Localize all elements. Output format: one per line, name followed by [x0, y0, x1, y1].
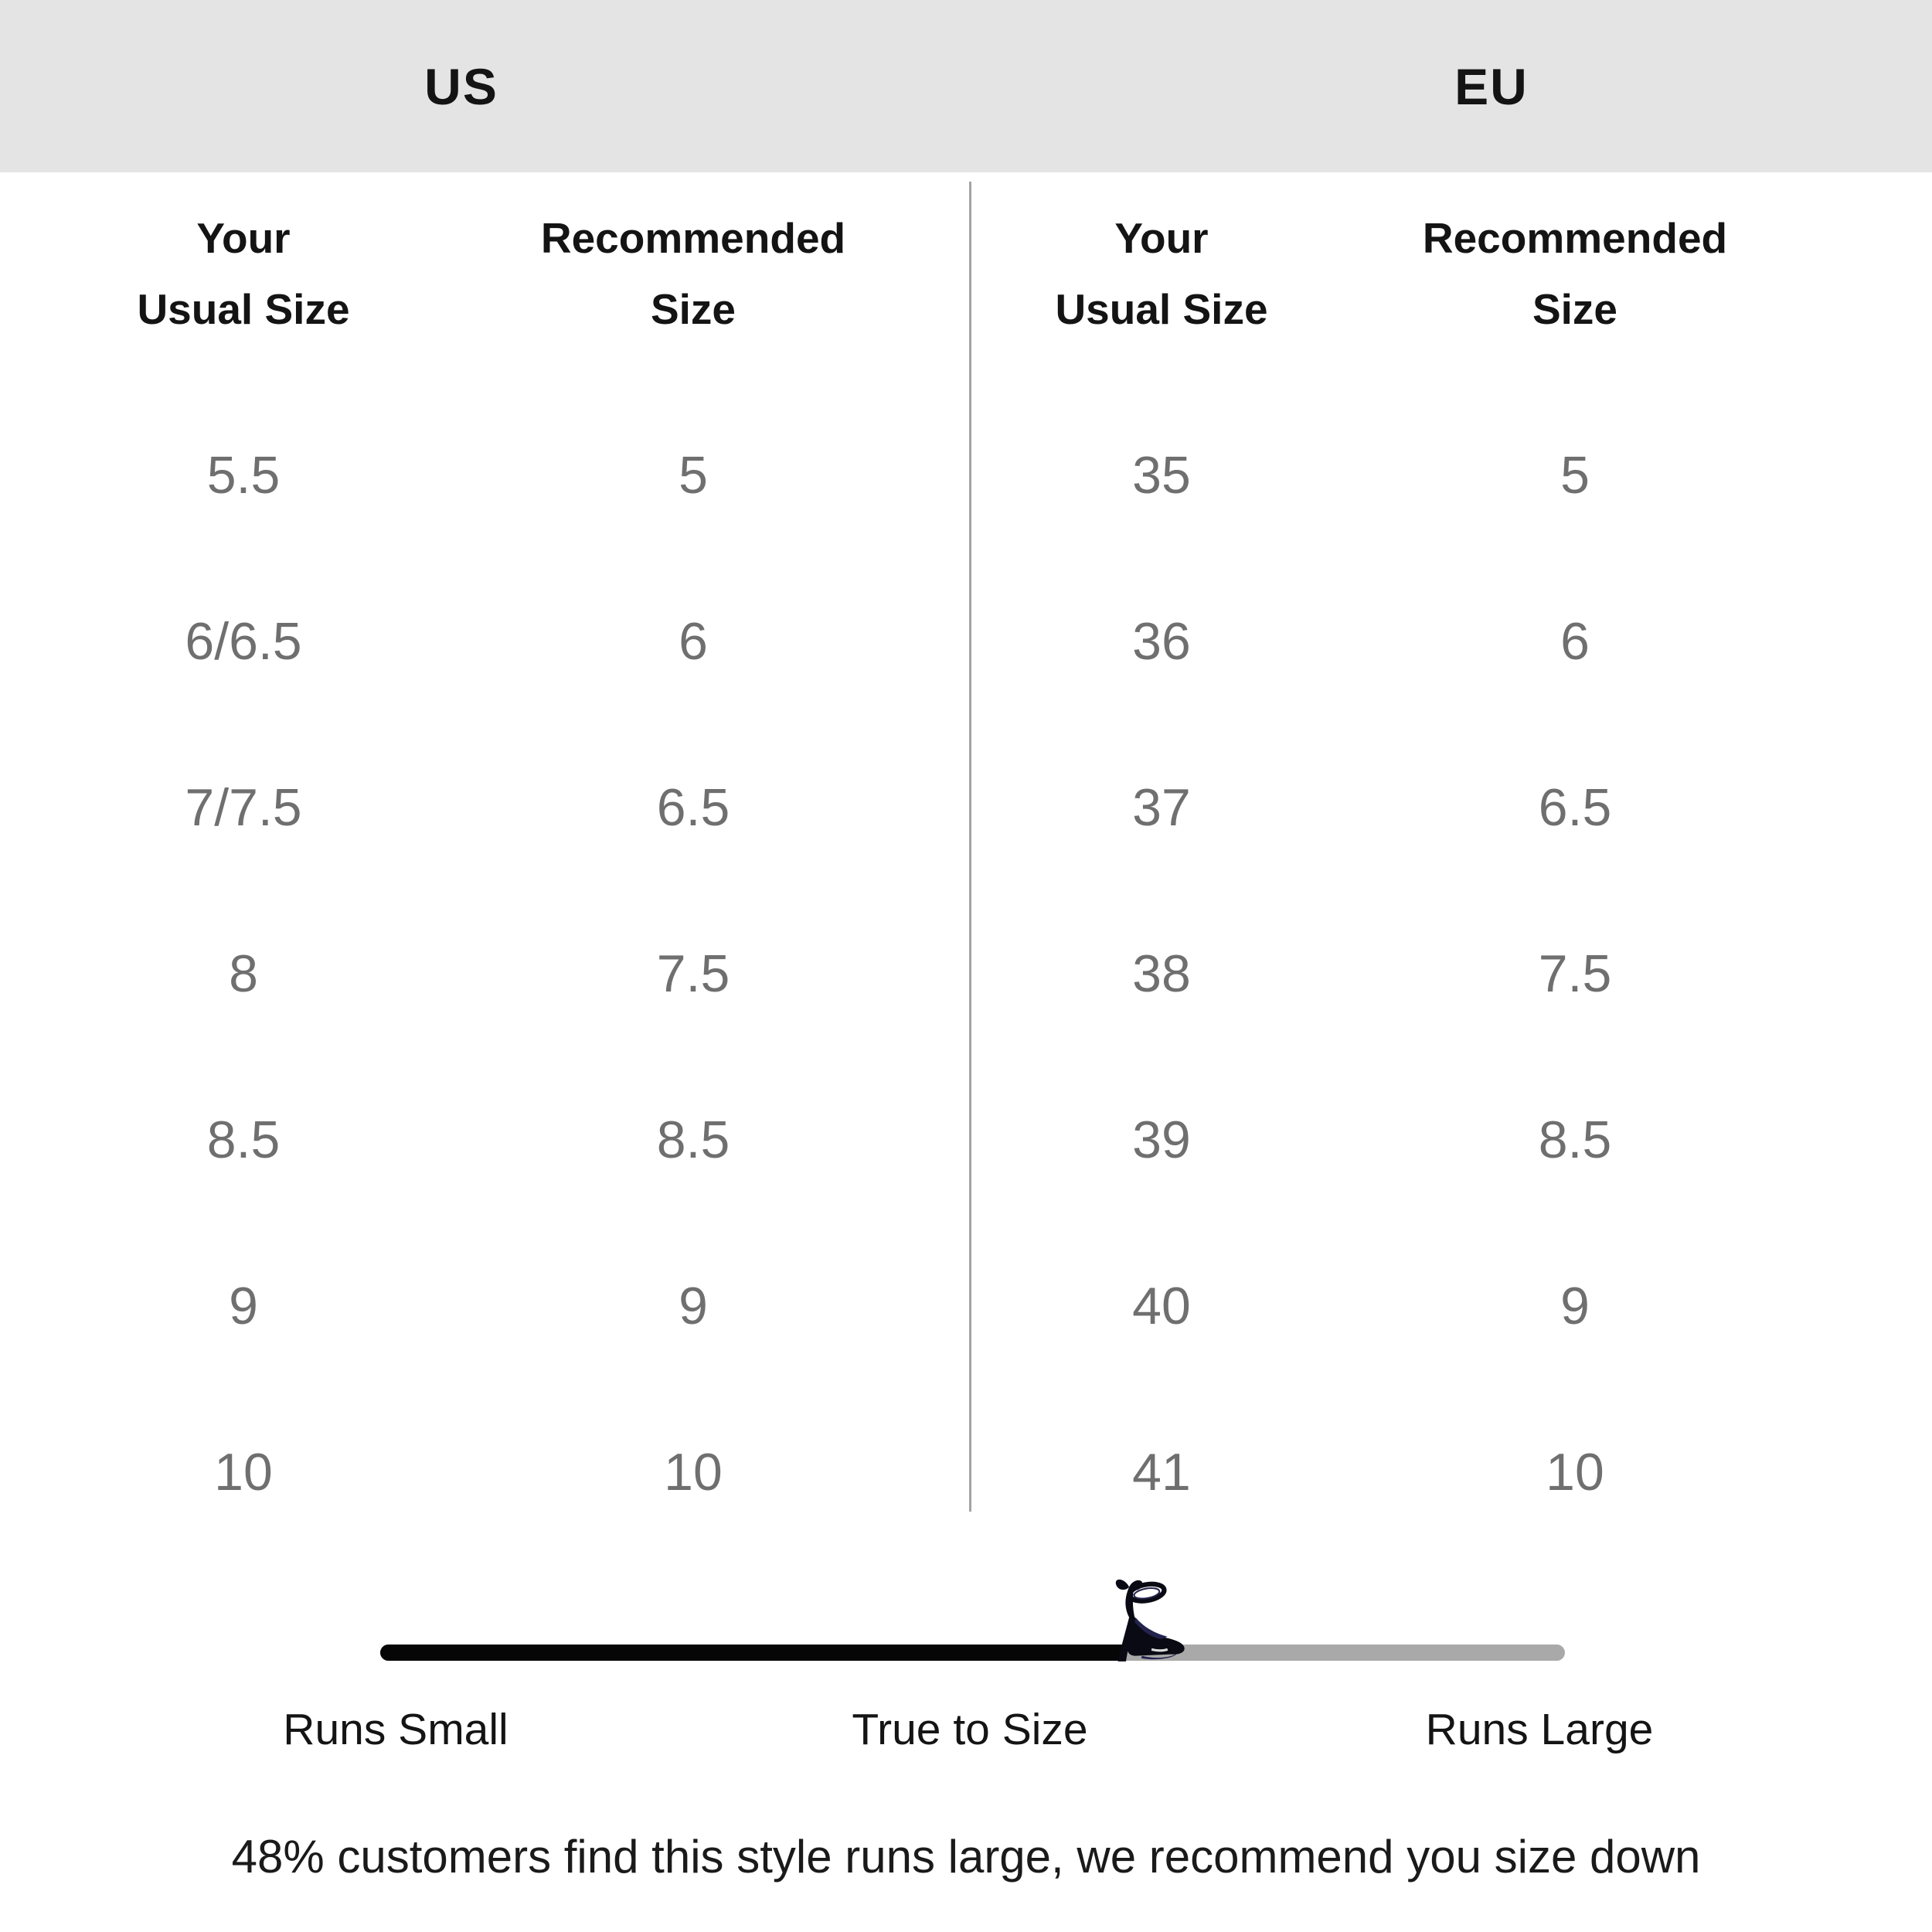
eu-usual-size-header-line2: Usual Size: [1055, 285, 1268, 333]
eu-recommended-size-value: 8.5: [1538, 1110, 1612, 1169]
runs-large-label: Runs Large: [1425, 1705, 1654, 1754]
us-recommended-size-value: 10: [664, 1442, 723, 1502]
us-usual-size-value: 8.5: [206, 1110, 281, 1169]
eu-usual-size-value: 39: [1132, 1110, 1191, 1169]
runs-small-label: Runs Small: [283, 1705, 509, 1754]
us-recommended-size-value: 8.5: [656, 1110, 730, 1169]
eu-usual-size-value: 38: [1132, 944, 1191, 1003]
eu-usual-size-value: 40: [1132, 1276, 1191, 1335]
eu-region-title: EU: [1454, 57, 1529, 115]
eu-recommended-size-value: 5: [1560, 445, 1590, 505]
us-usual-size-value: 9: [229, 1276, 258, 1335]
eu-usual-size-value: 35: [1132, 445, 1191, 505]
us-recommended-size-column: 5 6 6.5 7.5 8.5 9 10: [477, 392, 910, 1555]
us-usual-size-value: 6/6.5: [185, 611, 302, 671]
us-usual-size-column: 5.5 6/6.5 7/7.5 8 8.5 9 10: [27, 392, 460, 1555]
us-recommended-size-header-line1: Recommended: [540, 214, 846, 262]
fit-slider-track: [380, 1579, 1565, 1662]
region-header-bar: US EU: [0, 0, 1932, 172]
eu-recommended-size-value: 6: [1560, 611, 1590, 671]
us-usual-size-value: 8: [229, 944, 258, 1003]
eu-recommended-size-header-line1: Recommended: [1422, 214, 1728, 262]
eu-usual-size-header: Your Usual Size: [945, 202, 1378, 345]
eu-usual-size-value: 36: [1132, 611, 1191, 671]
eu-recommended-size-value: 7.5: [1538, 944, 1612, 1003]
us-usual-size-value: 7/7.5: [185, 777, 302, 837]
fit-recommendation-note: 48% customers find this style runs large…: [231, 1831, 1701, 1883]
eu-usual-size-column: 35 36 37 38 39 40 41: [945, 392, 1378, 1555]
true-to-size-label: True to Size: [852, 1705, 1088, 1754]
eu-usual-size-header-line1: Your: [1114, 214, 1209, 262]
us-usual-size-value: 10: [214, 1442, 273, 1502]
us-recommended-size-value: 6.5: [656, 777, 730, 837]
eu-recommended-size-value: 9: [1560, 1276, 1590, 1335]
us-usual-size-header-line2: Usual Size: [137, 285, 350, 333]
high-heel-shoe-icon: [1105, 1576, 1193, 1664]
us-usual-size-value: 5.5: [206, 445, 281, 505]
eu-recommended-size-header-line2: Size: [1532, 285, 1618, 333]
us-recommended-size-value: 6: [679, 611, 708, 671]
eu-usual-size-value: 37: [1132, 777, 1191, 837]
us-eu-divider: [969, 182, 971, 1512]
us-recommended-size-value: 7.5: [656, 944, 730, 1003]
eu-usual-size-value: 41: [1132, 1442, 1191, 1502]
us-recommended-size-header: Recommended Size: [477, 202, 910, 345]
eu-recommended-size-value: 6.5: [1538, 777, 1612, 837]
us-recommended-size-value: 5: [679, 445, 708, 505]
fit-slider-fill: [380, 1645, 1122, 1661]
eu-recommended-size-value: 10: [1546, 1442, 1604, 1502]
us-usual-size-header-line1: Your: [196, 214, 291, 262]
eu-recommended-size-column: 5 6 6.5 7.5 8.5 9 10: [1359, 392, 1791, 1555]
us-recommended-size-header-line2: Size: [650, 285, 736, 333]
eu-recommended-size-header: Recommended Size: [1359, 202, 1791, 345]
us-region-title: US: [424, 57, 498, 115]
us-usual-size-header: Your Usual Size: [27, 202, 460, 345]
us-recommended-size-value: 9: [679, 1276, 708, 1335]
